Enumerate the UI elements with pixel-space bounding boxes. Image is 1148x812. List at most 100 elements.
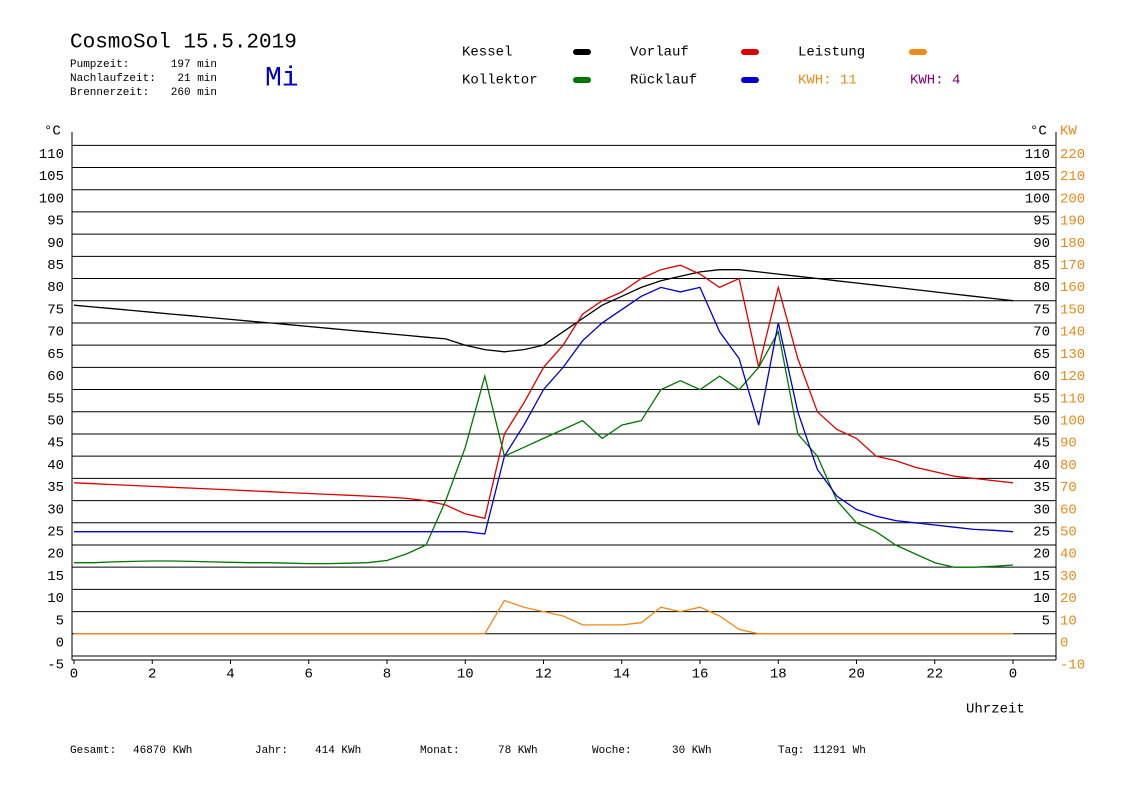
y-right-tick-label: 20 [1033,547,1050,563]
y-right-tick-label: 50 [1033,413,1050,429]
y2-tick-label: 80 [1060,458,1077,474]
y2-tick-label: 180 [1060,236,1085,252]
legend-label: Vorlauf [630,45,689,61]
y2-tick-label: 70 [1060,480,1077,496]
footer-value: 11291 Wh [813,745,866,757]
y-tick-label: 65 [47,347,64,363]
chart-title: CosmoSol 15.5.2019 [70,32,297,55]
y2-tick-label: 120 [1060,369,1085,385]
y2-tick-label: 30 [1060,569,1077,585]
y-tick-label: 30 [47,502,64,518]
series-line [74,329,1014,568]
y-tick-label: -5 [47,658,64,674]
series-line [74,286,1014,535]
y-tick-label: 25 [47,524,64,540]
x-tick-label: 14 [613,667,630,683]
y2-tick-label: 110 [1060,391,1085,407]
y2-tick-label: 150 [1060,302,1085,318]
kwh-label: KWH: 4 [910,73,960,89]
y-tick-label: 45 [47,436,64,452]
y-right-tick-label: 35 [1033,480,1050,496]
kwh-label: KWH: 11 [798,73,857,89]
y2-unit: KW [1060,124,1077,140]
legend-label: Leistung [798,45,865,61]
y-right-tick-label: 110 [1025,147,1050,163]
y2-tick-label: 10 [1060,613,1077,629]
y-right-tick-label: 10 [1033,591,1050,607]
x-tick-label: 6 [305,667,313,683]
stat-value: 197 min [171,59,217,71]
series-line [73,269,1014,353]
y-tick-label: 80 [47,280,64,296]
footer-label: Gesamt: [70,745,116,757]
footer-label: Jahr: [255,745,288,757]
y2-tick-label: 200 [1060,191,1085,207]
y-right-tick-label: 65 [1033,347,1050,363]
y-tick-label: 35 [47,480,64,496]
y-tick-label: 95 [47,214,64,230]
stat-value: 260 min [171,87,217,99]
y-tick-label: 60 [47,369,64,385]
series-line [73,264,1014,520]
x-tick-label: 4 [226,667,234,683]
y-right-tick-label: 90 [1033,236,1050,252]
footer-value: 30 KWh [672,745,712,757]
footer-value: 414 KWh [315,745,361,757]
x-tick-label: 22 [926,667,943,683]
y-right-tick-label: 80 [1033,280,1050,296]
y-tick-label: 75 [47,302,64,318]
y-right-tick-label: 70 [1033,325,1050,341]
y-tick-label: 85 [47,258,64,274]
y-tick-label: 70 [47,325,64,341]
y-right-tick-label: 40 [1033,458,1050,474]
legend-label: Rücklauf [630,73,697,89]
x-tick-label: 12 [535,667,552,683]
y2-tick-label: 90 [1060,436,1077,452]
y2-tick-label: 170 [1060,258,1085,274]
y-right-tick-label: 30 [1033,502,1050,518]
footer-value: 46870 KWh [133,745,192,757]
x-tick-label: 0 [70,667,78,683]
x-axis-label: Uhrzeit [966,702,1025,718]
stat-value: 21 min [177,73,217,85]
y-tick-label: 55 [47,391,64,407]
stat-label: Pumpzeit: [70,59,129,71]
y2-tick-label: 220 [1060,147,1085,163]
legend-label: Kollektor [462,73,538,89]
y-right-tick-label: 45 [1033,436,1050,452]
x-tick-label: 18 [770,667,787,683]
y2-tick-label: 20 [1060,591,1077,607]
y-tick-label: 0 [56,635,64,651]
y-unit-right: °C [1030,124,1047,140]
y-right-tick-label: 75 [1033,302,1050,318]
y2-tick-label: 160 [1060,280,1085,296]
y2-tick-label: -10 [1060,658,1085,674]
y-tick-label: 20 [47,547,64,563]
stat-label: Nachlaufzeit: [70,73,156,85]
y-tick-label: 110 [39,147,64,163]
x-tick-label: 0 [1009,667,1017,683]
y-right-tick-label: 60 [1033,369,1050,385]
y-right-tick-label: 95 [1033,214,1050,230]
y2-tick-label: 0 [1060,635,1068,651]
footer-value: 78 KWh [498,745,538,757]
x-tick-label: 8 [383,667,391,683]
y-tick-label: 5 [56,613,64,629]
x-tick-label: 16 [692,667,709,683]
y-right-tick-label: 15 [1033,569,1050,585]
y2-tick-label: 60 [1060,502,1077,518]
y-right-tick-label: 85 [1033,258,1050,274]
y-tick-label: 50 [47,413,64,429]
y2-tick-label: 100 [1060,413,1085,429]
footer-label: Woche: [592,745,632,757]
y-tick-label: 90 [47,236,64,252]
y-right-tick-label: 105 [1025,169,1050,185]
stat-label: Brennerzeit: [70,87,149,99]
y-right-tick-label: 100 [1025,191,1050,207]
y-right-tick-label: 25 [1033,524,1050,540]
x-tick-label: 10 [457,667,474,683]
y2-tick-label: 190 [1060,214,1085,230]
y-unit: °C [44,124,61,140]
